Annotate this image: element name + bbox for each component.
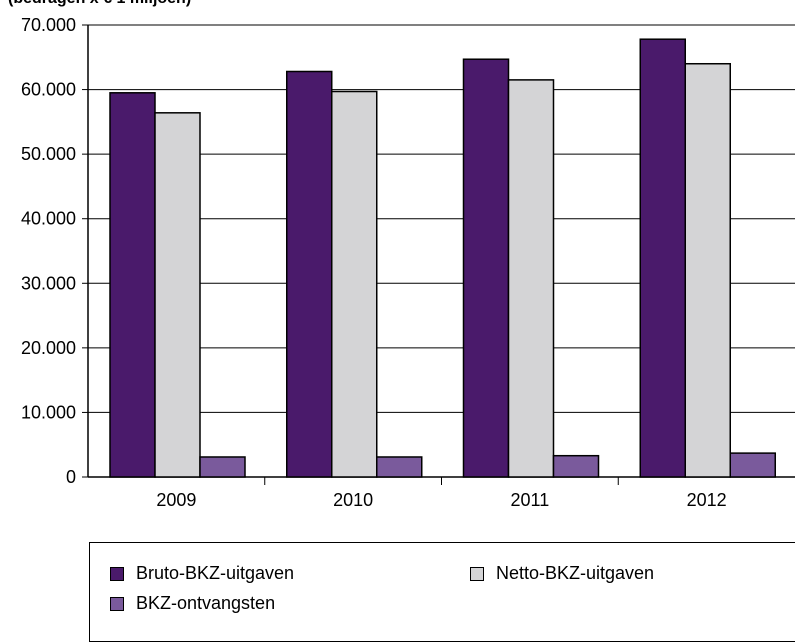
legend-swatch-bruto — [110, 566, 124, 581]
x-tick-label: 2011 — [511, 490, 550, 510]
bar-netto — [507, 79, 555, 478]
legend-label-netto: Netto-BKZ-uitgaven — [496, 563, 655, 583]
bar-netto — [684, 62, 731, 478]
legend-item-bruto: Bruto-BKZ-uitgaven — [110, 563, 294, 584]
legend-label-bruto: Bruto-BKZ-uitgaven — [136, 563, 295, 583]
bar-ontvangsten — [552, 454, 600, 478]
y-tick-label: 20.000 — [21, 338, 76, 358]
legend-swatch-ontvangsten — [110, 596, 124, 611]
bar-bruto — [462, 58, 510, 478]
bar-ontvangsten — [729, 452, 776, 478]
x-tick-label: 2009 — [156, 490, 196, 510]
chart-plot: 0 10.000 20.000 30.000 40.000 50.000 60.000 70.… — [21, 15, 795, 510]
chart: (bedragen x € 1 miljoen) 0 10.000 20.000 30… — [8, 0, 795, 642]
y-tick-label: 70.000 — [21, 15, 76, 35]
legend-item-ontvangsten: BKZ-ontvangsten — [110, 593, 275, 614]
legend-swatch-netto — [470, 566, 484, 581]
bar-netto — [154, 112, 201, 478]
x-tick-label: 2012 — [687, 490, 727, 510]
legend: Bruto-BKZ-uitgaven Netto-BKZ-uitgaven BK… — [89, 542, 795, 642]
y-tick-label: 40.000 — [21, 209, 76, 229]
y-tick-label: 50.000 — [21, 144, 76, 164]
chart-caption: (bedragen x € 1 miljoen) — [8, 0, 191, 8]
legend-item-netto: Netto-BKZ-uitgaven — [470, 563, 654, 584]
y-tick-label: 60.000 — [21, 80, 76, 100]
y-tick-label: 30.000 — [21, 273, 76, 293]
bar-ontvangsten — [376, 456, 423, 478]
bar-bruto — [286, 70, 333, 478]
bar-netto — [331, 90, 378, 478]
legend-label-ontvangsten: BKZ-ontvangsten — [136, 593, 276, 613]
x-tick-label: 2010 — [333, 490, 373, 510]
bar-ontvangsten — [199, 456, 246, 478]
y-tick-label: 10.000 — [21, 402, 76, 422]
bar-bruto — [639, 38, 686, 478]
bar-bruto — [109, 92, 156, 478]
y-tick-label: 0 — [66, 467, 76, 487]
